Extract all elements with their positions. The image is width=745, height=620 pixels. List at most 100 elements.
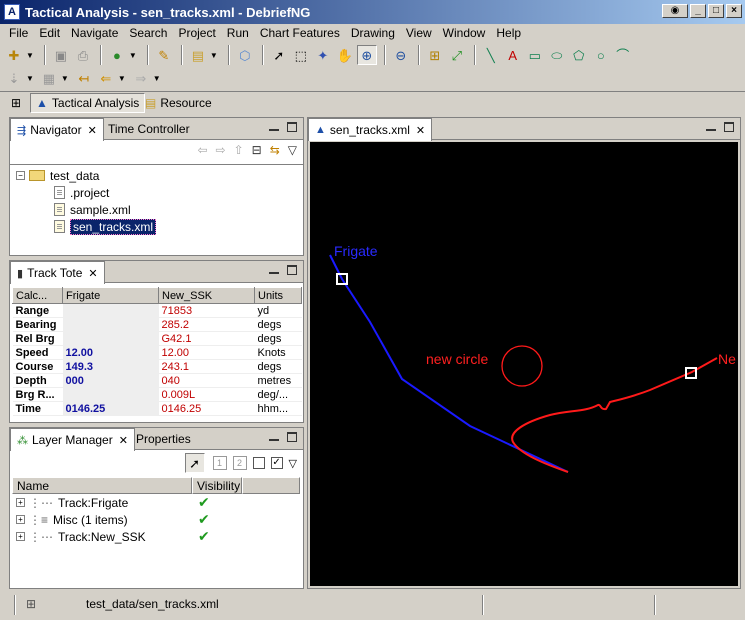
minimize-view-icon[interactable] — [269, 435, 279, 441]
open-dropdown-icon[interactable]: ▼ — [209, 50, 218, 60]
tab-layer-manager[interactable]: ⁂ Layer Manager ✕ — [10, 428, 135, 451]
annotation-dropdown-icon[interactable]: ▼ — [60, 73, 69, 83]
tree-item-file[interactable]: sample.xml — [54, 201, 131, 218]
fast-view-icon[interactable]: ⊞ — [26, 597, 37, 611]
layer-button-2[interactable]: 2 — [232, 456, 247, 470]
tote-row[interactable]: Rel Brg G42.1 degs — [12, 331, 302, 346]
show-all-checkbox-icon[interactable]: ✓ — [270, 457, 283, 469]
layer-item[interactable]: + ⋮⋯ Track:Frigate ✔ — [16, 494, 296, 511]
layer-col-visibility[interactable]: Visibility — [192, 477, 242, 494]
minimize-button[interactable]: _ — [690, 4, 706, 18]
new-ssk-track[interactable] — [511, 357, 718, 473]
tree-item-file[interactable]: .project — [54, 184, 109, 201]
debrief-app-icon[interactable]: A — [4, 4, 20, 20]
menu-file[interactable]: File — [9, 26, 29, 40]
forward-dropdown-icon[interactable]: ▼ — [152, 73, 161, 83]
expand-icon[interactable]: + — [16, 498, 25, 507]
tote-row[interactable]: Depth 000 040 metres — [12, 373, 302, 388]
select-area-icon[interactable]: ⬚ — [294, 47, 307, 63]
close-icon[interactable]: ✕ — [88, 267, 98, 280]
run-dropdown-icon[interactable]: ▼ — [128, 50, 137, 60]
tool-icon[interactable]: ✎ — [158, 47, 170, 63]
draw-ellipse-icon[interactable]: ⬭ — [551, 47, 563, 63]
draw-line-icon[interactable]: ╲ — [486, 47, 495, 63]
layer-item[interactable]: + ⋮⋯ Track:New_SSK ✔ — [16, 528, 296, 545]
draw-circle-icon[interactable]: ○ — [596, 47, 605, 63]
tactical-plot[interactable]: Frigate Ne new circle — [310, 142, 738, 586]
draw-arc-icon[interactable]: ⌒ — [616, 47, 630, 63]
maximize-view-icon[interactable] — [287, 122, 297, 132]
select-pointer-icon[interactable]: ➚ — [273, 47, 285, 63]
new-ssk-marker[interactable] — [685, 367, 697, 379]
draw-text-icon[interactable]: A — [508, 47, 518, 63]
visible-check-icon[interactable]: ✔ — [198, 494, 210, 510]
step-dropdown-icon[interactable]: ▼ — [26, 73, 34, 83]
last-edit-icon[interactable]: ↤ — [78, 70, 90, 86]
annotation-icon[interactable]: ▦ — [42, 70, 56, 86]
menu-navigate[interactable]: Navigate — [71, 26, 119, 40]
perspective-tactical-analysis[interactable]: ▲ Tactical Analysis — [30, 93, 146, 113]
visible-check-icon[interactable]: ✔ — [198, 511, 210, 527]
menu-search[interactable]: Search — [129, 26, 168, 40]
3d-view-icon[interactable]: ⬡ — [239, 47, 251, 63]
layer-col-name[interactable]: Name — [12, 477, 192, 494]
zoom-in-icon[interactable]: ⊕ — [356, 45, 377, 65]
close-icon[interactable]: ✕ — [415, 124, 426, 137]
tote-row[interactable]: Time 0146.25 0146.25 hhm... — [12, 401, 302, 416]
plot-svg[interactable]: Frigate Ne new circle — [310, 142, 738, 586]
select-pointer-icon[interactable]: ➚ — [184, 453, 205, 473]
collapse-all-icon[interactable]: ⊟ — [251, 143, 262, 157]
back-arrow-icon[interactable]: ⇦ — [197, 143, 208, 157]
draw-polygon-icon[interactable]: ⬠ — [573, 47, 585, 63]
tote-row[interactable]: Speed 12.00 12.00 Knots — [12, 345, 302, 360]
fit-to-window-icon[interactable]: ⊞ — [429, 47, 441, 63]
tote-row[interactable]: Range 71853 yd — [12, 303, 302, 318]
frigate-marker[interactable] — [336, 273, 348, 285]
edit-point-icon[interactable]: ✦ — [317, 47, 329, 63]
hide-all-checkbox-icon[interactable] — [252, 457, 265, 469]
minimize-view-icon[interactable] — [269, 125, 279, 131]
print-icon[interactable]: ⎙ — [77, 47, 89, 63]
up-folder-icon[interactable]: ⇧ — [233, 143, 244, 157]
expand-icon[interactable]: + — [16, 515, 25, 524]
tab-sen-tracks[interactable]: ▲ sen_tracks.xml ✕ — [308, 118, 433, 141]
tab-time-controller[interactable]: Time Controller — [102, 118, 196, 140]
minimize-view-icon[interactable] — [706, 125, 716, 131]
collapse-icon[interactable]: − — [16, 171, 25, 180]
menu-edit[interactable]: Edit — [39, 26, 61, 40]
new-circle-shape[interactable] — [501, 345, 543, 387]
link-editor-icon[interactable]: ⇆ — [269, 143, 280, 157]
menu-project[interactable]: Project — [178, 26, 216, 40]
layer-item[interactable]: + ⋮≡ Misc (1 items) ✔ — [16, 511, 296, 528]
menu-run[interactable]: Run — [226, 26, 249, 40]
forward-icon[interactable]: ⇒ — [135, 70, 147, 86]
menu-drawing[interactable]: Drawing — [350, 26, 395, 40]
open-folder-icon[interactable]: ▤ — [191, 47, 204, 63]
visible-check-icon[interactable]: ✔ — [198, 528, 210, 544]
tote-row[interactable]: Course 149.3 243.1 degs — [12, 359, 302, 374]
forward-arrow-icon[interactable]: ⇨ — [215, 143, 226, 157]
menu-view[interactable]: View — [405, 26, 432, 40]
back-icon[interactable]: ⇐ — [100, 70, 112, 86]
tote-col-header[interactable]: New_SSK — [158, 287, 255, 304]
new-icon[interactable]: ✚ — [8, 47, 20, 63]
tote-col-header[interactable]: Frigate — [62, 287, 159, 304]
tree-item-folder[interactable]: − test_data — [16, 167, 99, 184]
open-perspective-icon[interactable]: ⊞ — [11, 96, 22, 110]
save-icon[interactable]: ▣ — [54, 47, 68, 63]
close-icon[interactable]: ✕ — [87, 124, 97, 137]
menu-window[interactable]: Window — [442, 26, 486, 40]
menu-help[interactable]: Help — [496, 26, 522, 40]
tote-col-header[interactable]: Units — [254, 287, 302, 304]
maximize-view-icon[interactable] — [724, 122, 734, 132]
zoom-out-icon[interactable]: ⊖ — [395, 47, 407, 63]
tab-track-tote[interactable]: ▮ Track Tote ✕ — [10, 261, 105, 284]
menu-chart-features[interactable]: Chart Features — [259, 26, 340, 40]
run-icon[interactable]: ● — [112, 47, 121, 63]
tote-col-header[interactable]: Calc... — [12, 287, 63, 304]
maximize-view-icon[interactable] — [287, 432, 297, 442]
draw-rectangle-icon[interactable]: ▭ — [528, 47, 541, 63]
close-button[interactable]: × — [726, 4, 742, 18]
view-menu-icon[interactable]: ▽ — [287, 143, 297, 157]
close-icon[interactable]: ✕ — [118, 434, 128, 447]
